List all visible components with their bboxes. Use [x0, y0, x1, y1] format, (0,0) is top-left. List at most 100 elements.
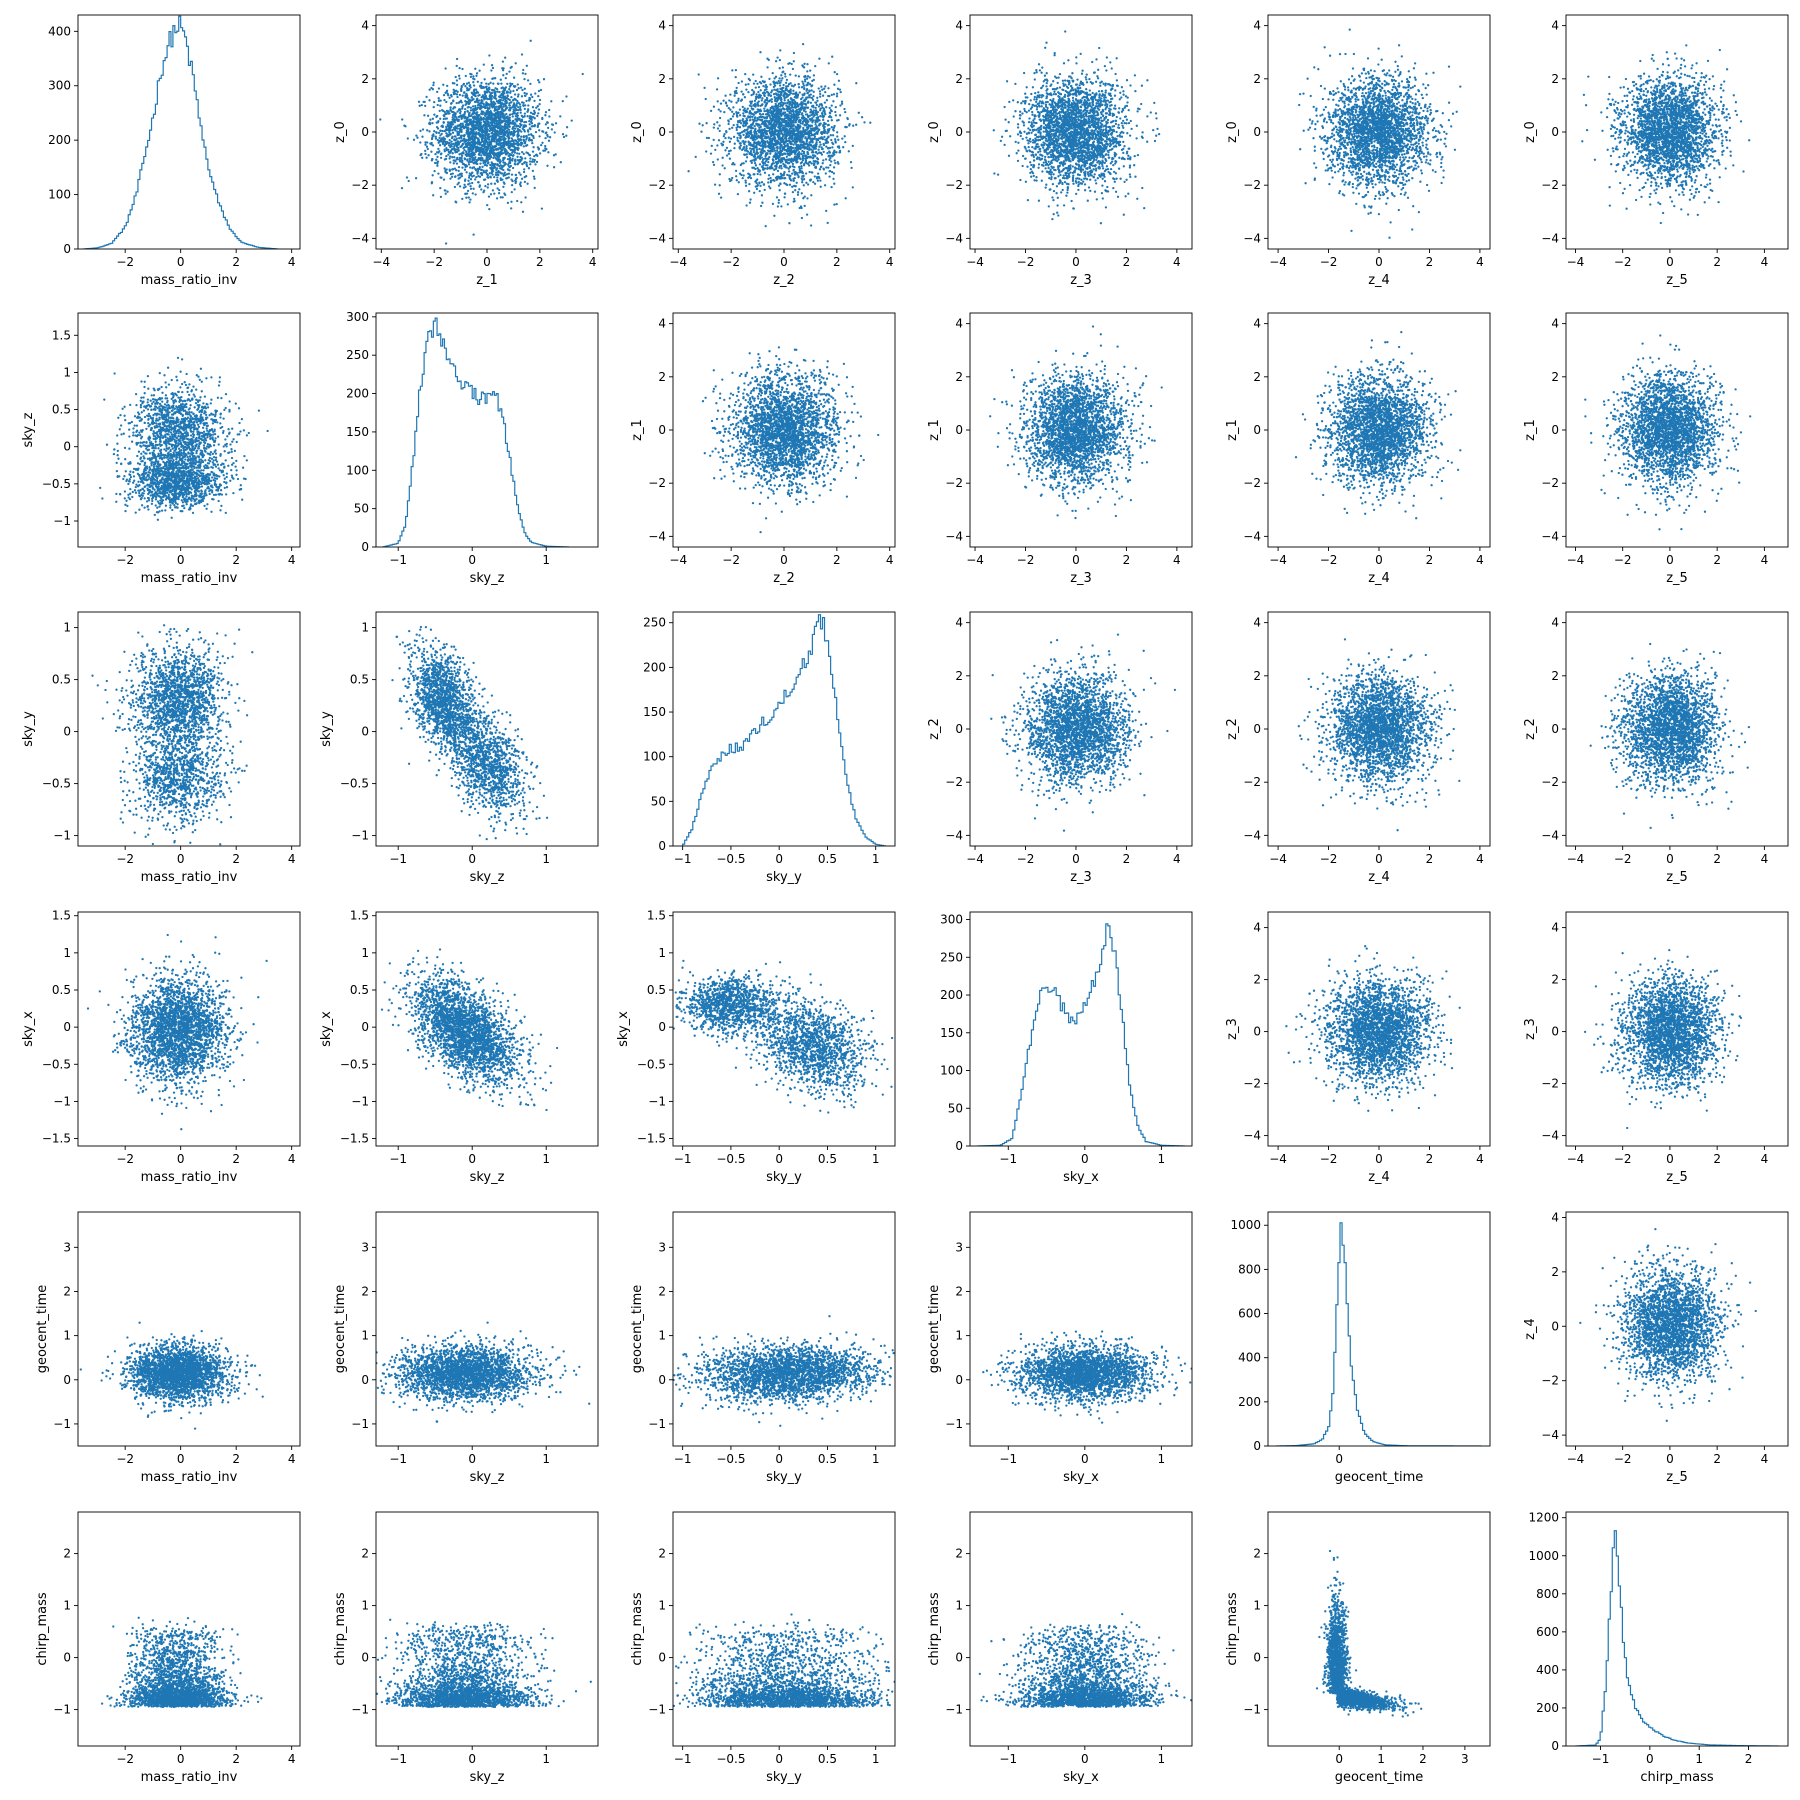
scatter-point	[775, 112, 777, 114]
scatter-point	[828, 95, 830, 97]
scatter-point	[512, 120, 514, 122]
scatter-point	[537, 146, 539, 148]
scatter-point	[807, 92, 809, 94]
scatter-point	[496, 142, 498, 144]
scatter-point	[783, 97, 785, 99]
scatter-point	[710, 152, 712, 154]
scatter-point	[432, 174, 434, 176]
scatter-point	[467, 106, 469, 108]
scatter-point	[802, 128, 804, 130]
scatter-point	[445, 242, 447, 244]
scatter-point	[797, 129, 799, 131]
scatter-point	[438, 137, 440, 139]
scatter-point	[739, 126, 741, 128]
scatter-point	[453, 92, 455, 94]
scatter-point	[747, 108, 749, 110]
scatter-point	[582, 73, 584, 75]
scatter-point	[831, 146, 833, 148]
scatter-point	[803, 75, 805, 77]
scatter-point	[468, 163, 470, 165]
scatter-point	[496, 179, 498, 181]
scatter-point	[812, 106, 814, 108]
scatter-point	[724, 149, 726, 151]
scatter-point	[485, 148, 487, 150]
scatter-point	[852, 186, 854, 188]
scatter-point	[742, 118, 744, 120]
scatter-point	[540, 144, 542, 146]
scatter-point	[764, 101, 766, 103]
scatter-point	[435, 131, 437, 133]
scatter-point	[514, 150, 516, 152]
scatter-point	[452, 152, 454, 154]
scatter-point	[730, 149, 732, 151]
scatter-point	[752, 73, 754, 75]
scatter-point	[491, 135, 493, 137]
scatter-point	[456, 102, 458, 104]
scatter-point	[514, 85, 516, 87]
scatter-point	[507, 169, 509, 171]
scatter-point	[767, 161, 769, 163]
scatter-point	[476, 132, 478, 134]
scatter-point	[512, 154, 514, 156]
scatter-point	[748, 190, 750, 192]
scatter-point	[755, 96, 757, 98]
scatter-point	[481, 86, 483, 88]
scatter-point	[491, 161, 493, 163]
scatter-point	[472, 105, 474, 107]
scatter-point	[548, 115, 550, 117]
scatter-point	[489, 94, 491, 96]
scatter-point	[740, 136, 742, 138]
scatter-point	[763, 108, 765, 110]
scatter-point	[716, 88, 718, 90]
scatter-point	[491, 116, 493, 118]
scatter-point	[700, 131, 702, 133]
scatter-point	[814, 101, 816, 103]
scatter-point	[801, 80, 803, 82]
scatter-point	[742, 112, 744, 114]
scatter-point	[836, 131, 838, 133]
scatter-point	[472, 192, 474, 194]
scatter-point	[788, 222, 790, 224]
scatter-point	[749, 104, 751, 106]
scatter-point	[508, 176, 510, 178]
scatter-point	[861, 116, 863, 118]
scatter-point	[470, 178, 472, 180]
scatter-point	[718, 124, 720, 126]
scatter-point	[465, 126, 467, 128]
scatter-point	[484, 78, 486, 80]
scatter-point	[468, 154, 470, 156]
scatter-point	[458, 77, 460, 79]
scatter-point	[784, 99, 786, 101]
scatter-point	[719, 184, 721, 186]
scatter-point	[503, 183, 505, 185]
scatter-point	[801, 177, 803, 179]
scatter-point	[525, 151, 527, 153]
scatter-point	[431, 158, 433, 160]
scatter-point	[811, 117, 813, 119]
scatter-point	[503, 106, 505, 108]
scatter-point	[794, 189, 796, 191]
scatter-point	[493, 92, 495, 94]
scatter-point	[803, 85, 805, 87]
scatter-point	[450, 123, 452, 125]
scatter-point	[832, 134, 834, 136]
scatter-point	[745, 149, 747, 151]
scatter-point	[536, 161, 538, 163]
scatter-point	[491, 106, 493, 108]
scatter-point	[758, 148, 760, 150]
scatter-point	[526, 65, 528, 67]
scatter-point	[539, 99, 541, 101]
scatter-point	[508, 109, 510, 111]
scatter-point	[486, 164, 488, 166]
scatter-point	[767, 149, 769, 151]
scatter-point	[784, 129, 786, 131]
scatter-point	[406, 176, 408, 178]
scatter-point	[419, 141, 421, 143]
scatter-point	[724, 167, 726, 169]
scatter-point	[841, 103, 843, 105]
scatter-point	[794, 84, 796, 86]
scatter-point	[819, 93, 821, 95]
scatter-point	[507, 140, 509, 142]
scatter-point	[831, 110, 833, 112]
scatter-point	[523, 78, 525, 80]
